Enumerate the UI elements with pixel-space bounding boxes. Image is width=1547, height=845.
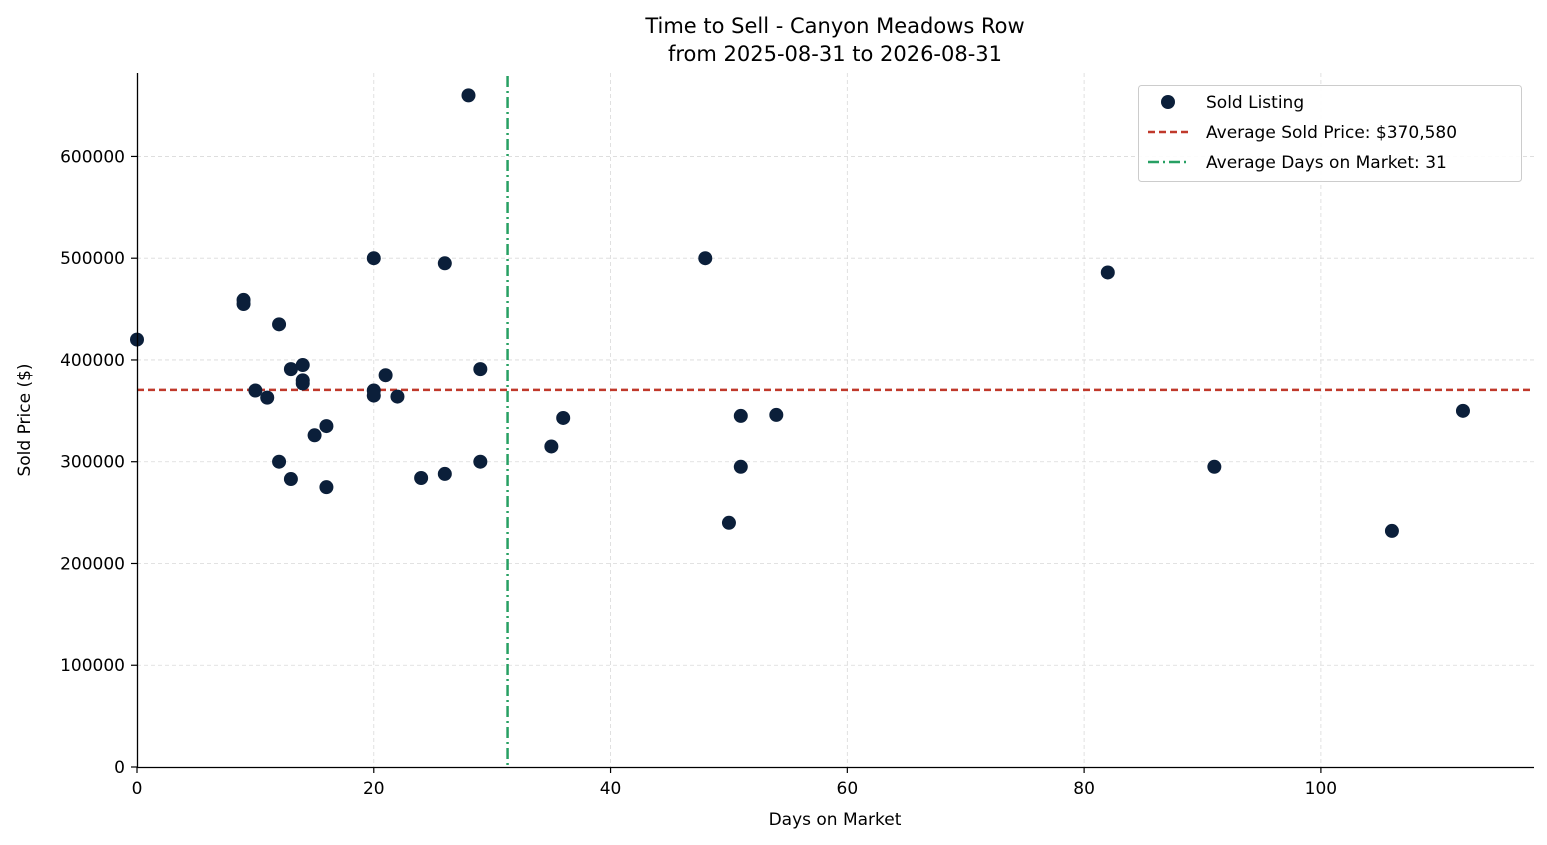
x-tick-label: 100 — [1305, 779, 1337, 799]
data-point — [461, 88, 476, 103]
data-point — [1207, 459, 1222, 474]
x-tick-label: 20 — [363, 779, 385, 799]
data-points — [130, 88, 1470, 538]
data-point — [769, 407, 784, 422]
data-point — [473, 454, 488, 469]
data-point — [721, 515, 736, 530]
x-tick-label: 0 — [132, 779, 143, 799]
data-point — [437, 256, 452, 271]
y-tick-label: 600000 — [60, 147, 125, 167]
data-point — [698, 251, 713, 266]
x-tick-label: 80 — [1073, 779, 1095, 799]
data-point — [1100, 265, 1115, 280]
legend-marker-sold-listing — [1161, 95, 1175, 109]
data-point — [556, 410, 571, 425]
data-point — [295, 376, 310, 391]
data-point — [473, 362, 488, 377]
legend-box — [1138, 85, 1522, 182]
legend-label-avg-days: Average Days on Market: 31 — [1206, 153, 1447, 173]
x-tick-label: 60 — [837, 779, 859, 799]
data-point — [544, 439, 559, 454]
y-tick-label: 300000 — [60, 453, 125, 473]
chart-title: Time to Sell - Canyon Meadows Row — [644, 14, 1024, 38]
x-tick-label: 40 — [600, 779, 622, 799]
data-point — [307, 428, 322, 443]
data-point — [378, 368, 393, 383]
data-point — [366, 251, 381, 266]
y-tick-label: 400000 — [60, 351, 125, 371]
data-point — [390, 389, 405, 404]
data-point — [1384, 523, 1399, 538]
y-tick-label: 0 — [114, 758, 125, 778]
y-tick-label: 500000 — [60, 249, 125, 269]
axes — [136, 73, 1534, 769]
data-point — [733, 459, 748, 474]
legend-label-sold-listing: Sold Listing — [1206, 93, 1304, 113]
data-point — [272, 454, 287, 469]
y-tick-label: 100000 — [60, 656, 125, 676]
data-point — [437, 466, 452, 481]
data-point — [248, 383, 263, 398]
legend: Sold Listing Average Sold Price: $370,58… — [1138, 85, 1522, 182]
chart-subtitle: from 2025-08-31 to 2026-08-31 — [668, 42, 1002, 66]
y-ticks: 0 100000 200000 300000 400000 500000 600000 — [60, 147, 137, 778]
data-point — [295, 358, 310, 373]
data-point — [236, 296, 251, 311]
y-tick-label: 200000 — [60, 554, 125, 574]
legend-label-avg-price: Average Sold Price: $370,580 — [1206, 123, 1457, 143]
data-point — [272, 317, 287, 332]
x-ticks: 0 20 40 60 80 100 — [132, 767, 1337, 799]
data-point — [283, 362, 298, 377]
data-point — [319, 480, 334, 495]
x-axis-label: Days on Market — [769, 810, 902, 830]
data-point — [283, 472, 298, 487]
data-point — [260, 390, 275, 405]
data-point — [414, 471, 429, 486]
data-point — [733, 408, 748, 423]
data-point — [366, 388, 381, 403]
y-axis-label: Sold Price ($) — [15, 363, 35, 476]
data-point — [1455, 403, 1470, 418]
data-point — [319, 419, 334, 434]
